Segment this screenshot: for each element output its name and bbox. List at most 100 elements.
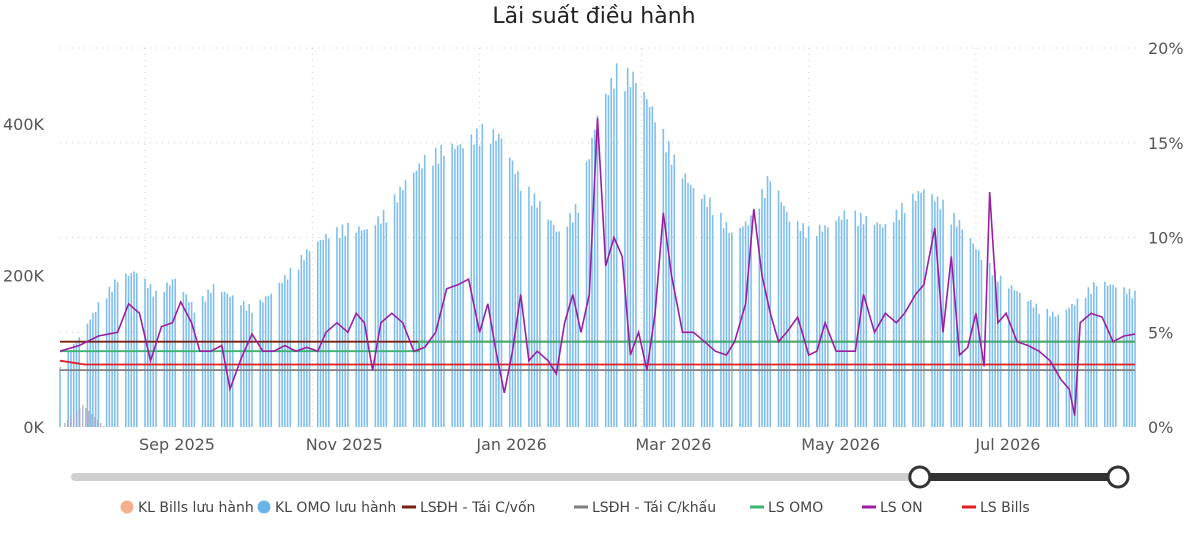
omo-bar xyxy=(1032,307,1035,427)
omo-bar xyxy=(533,193,536,427)
omo-bar xyxy=(747,225,750,427)
omo-bar xyxy=(226,293,229,427)
omo-bar xyxy=(316,241,319,427)
y-right-tick-label: 20% xyxy=(1148,39,1184,58)
omo-bar xyxy=(412,172,415,427)
x-tick-label: Mar 2026 xyxy=(635,435,711,454)
omo-bar xyxy=(78,337,80,427)
omo-bar xyxy=(884,224,887,427)
omo-bar xyxy=(785,211,788,427)
series-line xyxy=(60,340,1135,353)
omo-bar xyxy=(508,157,511,427)
omo-bar xyxy=(281,283,283,427)
omo-bar xyxy=(259,299,261,427)
omo-bar xyxy=(802,223,804,427)
omo-bar xyxy=(174,278,176,427)
omo-bar xyxy=(182,291,185,427)
legend-item: LS Bills xyxy=(962,500,1030,516)
omo-bar xyxy=(953,212,955,427)
omo-bar xyxy=(892,222,895,427)
x-tick-label: Sep 2025 xyxy=(139,435,215,454)
omo-bar xyxy=(385,222,388,427)
rate-lines xyxy=(59,118,1136,416)
omo-bar xyxy=(1109,284,1112,427)
omo-bar xyxy=(739,227,741,427)
omo-bar xyxy=(744,221,747,427)
omo-bar xyxy=(1029,300,1032,427)
omo-bar xyxy=(536,207,538,427)
bills-bars xyxy=(64,405,105,427)
omo-bar xyxy=(514,174,517,427)
omo-bar xyxy=(155,290,157,427)
slider-handle-start[interactable] xyxy=(908,465,932,489)
omo-bar xyxy=(846,219,848,427)
omo-bar xyxy=(149,284,152,427)
omo-bar xyxy=(511,160,514,427)
omo-bar xyxy=(997,281,999,427)
omo-bar xyxy=(1112,284,1114,427)
omo-bar xyxy=(651,106,654,427)
x-tick-label: Nov 2025 xyxy=(306,435,383,454)
omo-bar xyxy=(777,190,780,427)
omo-bar xyxy=(105,298,108,427)
omo-bar xyxy=(635,83,637,427)
chart-title: Lãi suất điều hành xyxy=(492,4,695,29)
y-left-axis: 0K 200K 400K xyxy=(3,115,45,437)
omo-bar xyxy=(322,239,325,427)
legend-marker xyxy=(120,500,134,514)
omo-bar xyxy=(168,285,171,427)
bills-bar xyxy=(88,411,90,427)
slider-handle-end[interactable] xyxy=(1106,465,1130,489)
omo-bar xyxy=(835,220,837,427)
omo-bar xyxy=(1013,290,1016,427)
series-line xyxy=(59,118,1136,416)
omo-bar xyxy=(1104,281,1106,427)
omo-bar xyxy=(903,213,906,427)
omo-bar xyxy=(344,235,347,427)
omo-bar xyxy=(248,304,251,427)
range-slider[interactable] xyxy=(71,465,1130,489)
omo-bar xyxy=(1019,292,1021,427)
omo-bar xyxy=(125,273,127,427)
omo-bar xyxy=(212,284,215,427)
omo-bar xyxy=(936,196,939,427)
omo-bar xyxy=(270,293,272,427)
omo-bar xyxy=(550,220,552,427)
omo-bar xyxy=(210,292,212,427)
omo-bar xyxy=(731,232,733,427)
bills-bar xyxy=(97,420,99,427)
omo-bar xyxy=(950,224,953,427)
omo-bar xyxy=(876,222,879,427)
omo-bar xyxy=(360,230,363,427)
omo-bar xyxy=(643,91,645,427)
omo-bar xyxy=(434,147,437,427)
omo-bar xyxy=(207,289,209,427)
omo-bar xyxy=(327,238,330,427)
omo-bar xyxy=(629,86,632,427)
x-tick-label: Jan 2026 xyxy=(475,435,546,454)
omo-bar xyxy=(566,226,569,427)
omo-bar xyxy=(319,240,322,427)
omo-bar xyxy=(939,209,942,427)
omo-bar xyxy=(591,137,593,427)
bills-bar xyxy=(73,414,75,427)
omo-bar xyxy=(914,200,917,427)
omo-bar xyxy=(67,351,70,427)
omo-bar xyxy=(818,224,821,427)
omo-bar xyxy=(596,115,599,427)
legend-label: KL Bills lưu hành xyxy=(138,500,254,516)
omo-bar xyxy=(999,275,1002,427)
omo-bar xyxy=(231,295,234,427)
omo-bar xyxy=(859,212,862,427)
omo-bar xyxy=(289,267,292,427)
omo-bar xyxy=(807,226,810,427)
omo-bar xyxy=(144,278,146,427)
omo-bar xyxy=(895,209,898,427)
omo-bar xyxy=(1046,309,1049,427)
omo-bar xyxy=(418,163,421,427)
y-right-tick-label: 5% xyxy=(1148,323,1173,342)
x-axis: Sep 2025 Nov 2025 Jan 2026 Mar 2026 May 2026… xyxy=(139,435,1040,454)
omo-bar xyxy=(780,202,783,427)
omo-bar xyxy=(975,248,977,427)
y-right-tick-label: 0% xyxy=(1148,418,1173,437)
